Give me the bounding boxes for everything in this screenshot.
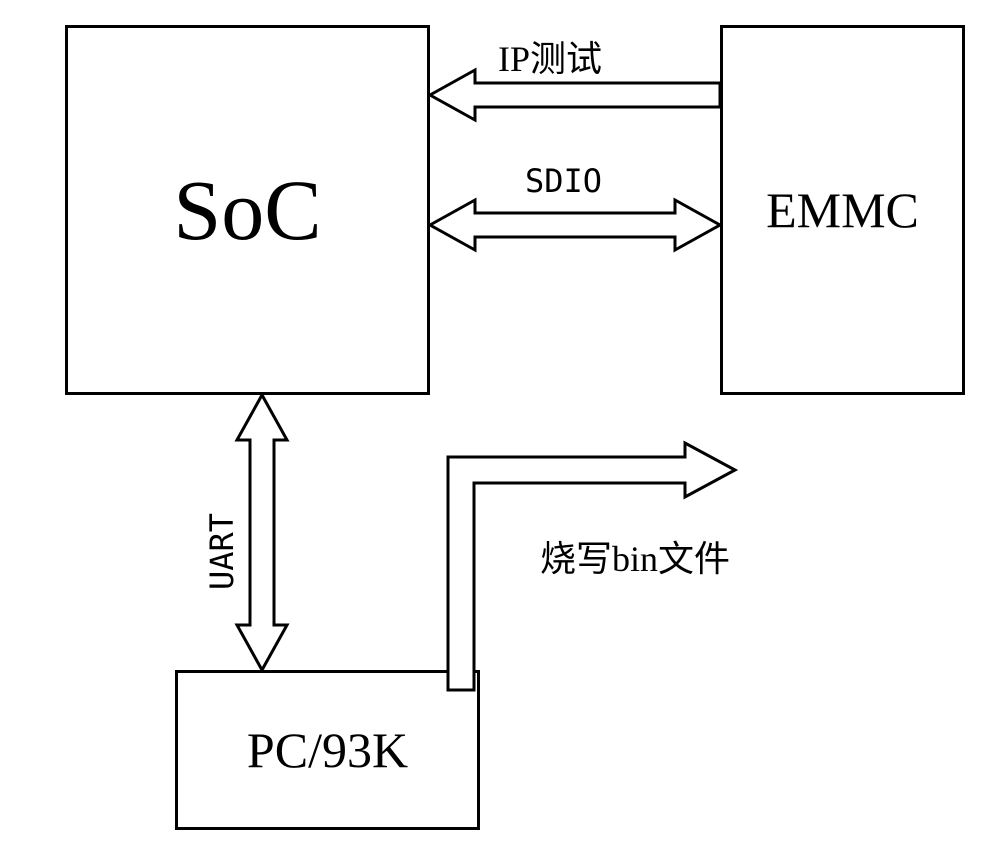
sdio-arrow — [430, 195, 720, 255]
uart-arrow — [232, 395, 292, 670]
pc-node: PC/93K — [175, 670, 480, 830]
pc-label: PC/93K — [247, 721, 408, 779]
ip-test-label: IP测试 — [498, 30, 602, 82]
emmc-node: EMMC — [720, 25, 965, 395]
soc-node: SoC — [65, 25, 430, 395]
soc-label: SoC — [173, 160, 321, 260]
sdio-label: SDIO — [525, 162, 602, 200]
uart-label: UART — [203, 513, 241, 590]
burn-bin-label: 烧写bin文件 — [540, 530, 730, 582]
emmc-label: EMMC — [766, 181, 919, 239]
